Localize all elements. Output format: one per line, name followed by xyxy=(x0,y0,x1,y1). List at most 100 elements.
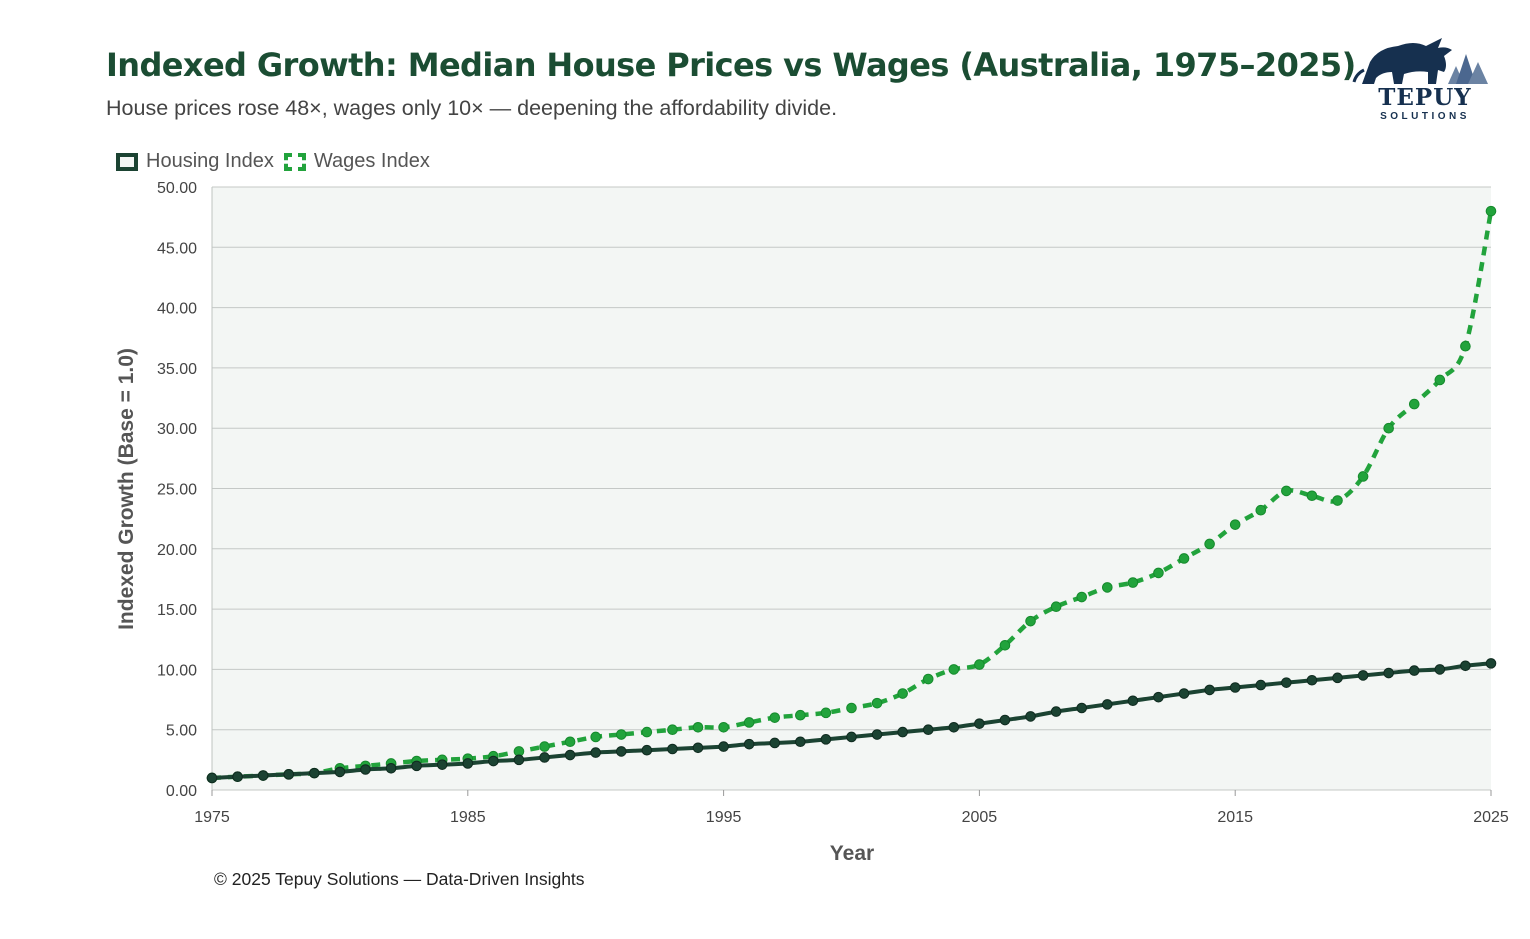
point-housing-index[interactable] xyxy=(1434,664,1446,675)
legend-item-wages[interactable]: Wages Index xyxy=(283,150,430,173)
point-housing-index[interactable] xyxy=(1204,684,1215,696)
point-housing-index[interactable] xyxy=(257,770,269,781)
point-housing-index[interactable] xyxy=(743,738,755,750)
point-wages-index[interactable] xyxy=(1281,485,1292,497)
point-wages-index[interactable] xyxy=(692,721,704,733)
point-wages-index[interactable] xyxy=(1306,490,1318,502)
point-housing-index[interactable] xyxy=(974,718,985,729)
point-housing-index[interactable] xyxy=(360,764,371,775)
point-housing-index[interactable] xyxy=(411,760,422,772)
point-wages-index[interactable] xyxy=(667,724,678,736)
point-housing-index[interactable] xyxy=(436,759,448,770)
x-axis-label: Year xyxy=(830,842,874,865)
point-housing-index[interactable] xyxy=(1332,672,1343,684)
point-housing-index[interactable] xyxy=(820,734,832,745)
point-housing-index[interactable] xyxy=(1408,665,1420,676)
point-housing-index[interactable] xyxy=(1306,674,1318,686)
point-wages-index[interactable] xyxy=(1102,582,1113,593)
point-housing-index[interactable] xyxy=(513,754,525,766)
point-wages-index[interactable] xyxy=(795,709,806,721)
point-wages-index[interactable] xyxy=(1204,538,1215,550)
point-wages-index[interactable] xyxy=(1076,591,1088,603)
point-housing-index[interactable] xyxy=(718,741,729,752)
point-housing-index[interactable] xyxy=(999,714,1011,726)
point-housing-index[interactable] xyxy=(641,744,653,756)
point-housing-index[interactable] xyxy=(1281,677,1292,688)
point-housing-index[interactable] xyxy=(462,758,474,769)
point-wages-index[interactable] xyxy=(1050,601,1062,612)
y-tick-label: 10.00 xyxy=(157,662,197,679)
point-wages-index[interactable] xyxy=(1153,567,1164,579)
point-wages-index[interactable] xyxy=(820,707,832,719)
y-tick-label: 45.00 xyxy=(157,240,197,257)
point-housing-index[interactable] xyxy=(1076,702,1088,714)
point-wages-index[interactable] xyxy=(615,729,627,740)
point-wages-index[interactable] xyxy=(999,639,1011,651)
point-wages-index[interactable] xyxy=(1460,340,1471,352)
point-housing-index[interactable] xyxy=(1025,711,1036,722)
point-housing-index[interactable] xyxy=(769,737,781,749)
point-housing-index[interactable] xyxy=(1485,658,1497,669)
point-housing-index[interactable] xyxy=(488,755,499,767)
point-wages-index[interactable] xyxy=(1332,495,1343,506)
point-housing-index[interactable] xyxy=(309,767,320,779)
point-housing-index[interactable] xyxy=(1460,660,1471,672)
gridlines xyxy=(211,186,1491,791)
point-wages-index[interactable] xyxy=(871,697,883,709)
point-housing-index[interactable] xyxy=(334,766,346,778)
point-housing-index[interactable] xyxy=(922,724,934,736)
point-housing-index[interactable] xyxy=(385,762,397,774)
point-wages-index[interactable] xyxy=(1485,205,1497,217)
point-housing-index[interactable] xyxy=(1357,670,1369,681)
point-wages-index[interactable] xyxy=(1383,422,1394,434)
point-wages-index[interactable] xyxy=(1025,615,1036,627)
point-wages-index[interactable] xyxy=(974,659,985,670)
point-housing-index[interactable] xyxy=(1255,679,1267,691)
point-wages-index[interactable] xyxy=(846,702,857,714)
point-housing-index[interactable] xyxy=(948,721,960,733)
point-wages-index[interactable] xyxy=(897,688,908,699)
point-wages-index[interactable] xyxy=(718,721,729,733)
point-wages-index[interactable] xyxy=(1255,504,1267,516)
point-housing-index[interactable] xyxy=(539,752,550,763)
point-housing-index[interactable] xyxy=(615,746,627,757)
bull-icon xyxy=(1352,38,1488,84)
point-wages-index[interactable] xyxy=(1408,398,1420,410)
point-housing-index[interactable] xyxy=(1383,667,1394,679)
wages-swatch-icon xyxy=(283,152,306,171)
point-wages-index[interactable] xyxy=(539,741,550,752)
point-wages-index[interactable] xyxy=(743,717,755,728)
point-housing-index[interactable] xyxy=(1050,706,1062,717)
point-housing-index[interactable] xyxy=(871,729,883,740)
point-wages-index[interactable] xyxy=(1434,374,1446,386)
point-wages-index[interactable] xyxy=(922,673,934,685)
point-housing-index[interactable] xyxy=(846,731,857,743)
point-wages-index[interactable] xyxy=(948,664,960,675)
point-housing-index[interactable] xyxy=(1178,688,1190,699)
point-housing-index[interactable] xyxy=(1153,691,1164,703)
point-wages-index[interactable] xyxy=(1357,471,1369,482)
point-housing-index[interactable] xyxy=(206,772,218,784)
x-tick-label: 2005 xyxy=(962,809,998,826)
point-wages-index[interactable] xyxy=(641,726,653,738)
point-housing-index[interactable] xyxy=(795,736,806,748)
point-wages-index[interactable] xyxy=(1127,577,1139,588)
point-housing-index[interactable] xyxy=(232,771,243,783)
point-housing-index[interactable] xyxy=(590,747,602,758)
legend-item-housing[interactable]: Housing Index xyxy=(116,150,274,173)
point-housing-index[interactable] xyxy=(897,726,908,738)
point-housing-index[interactable] xyxy=(283,769,295,780)
point-wages-index[interactable] xyxy=(1229,519,1241,530)
point-wages-index[interactable] xyxy=(1178,553,1190,564)
x-tick-label: 2025 xyxy=(1473,809,1509,826)
point-housing-index[interactable] xyxy=(564,749,576,761)
point-wages-index[interactable] xyxy=(590,731,602,743)
point-housing-index[interactable] xyxy=(1229,682,1241,693)
point-housing-index[interactable] xyxy=(1127,695,1139,707)
point-housing-index[interactable] xyxy=(667,743,678,755)
point-wages-index[interactable] xyxy=(769,712,781,723)
point-housing-index[interactable] xyxy=(1102,699,1113,710)
point-housing-index[interactable] xyxy=(692,742,704,754)
point-wages-index[interactable] xyxy=(564,736,576,748)
y-tick-label: 0.00 xyxy=(166,783,197,800)
